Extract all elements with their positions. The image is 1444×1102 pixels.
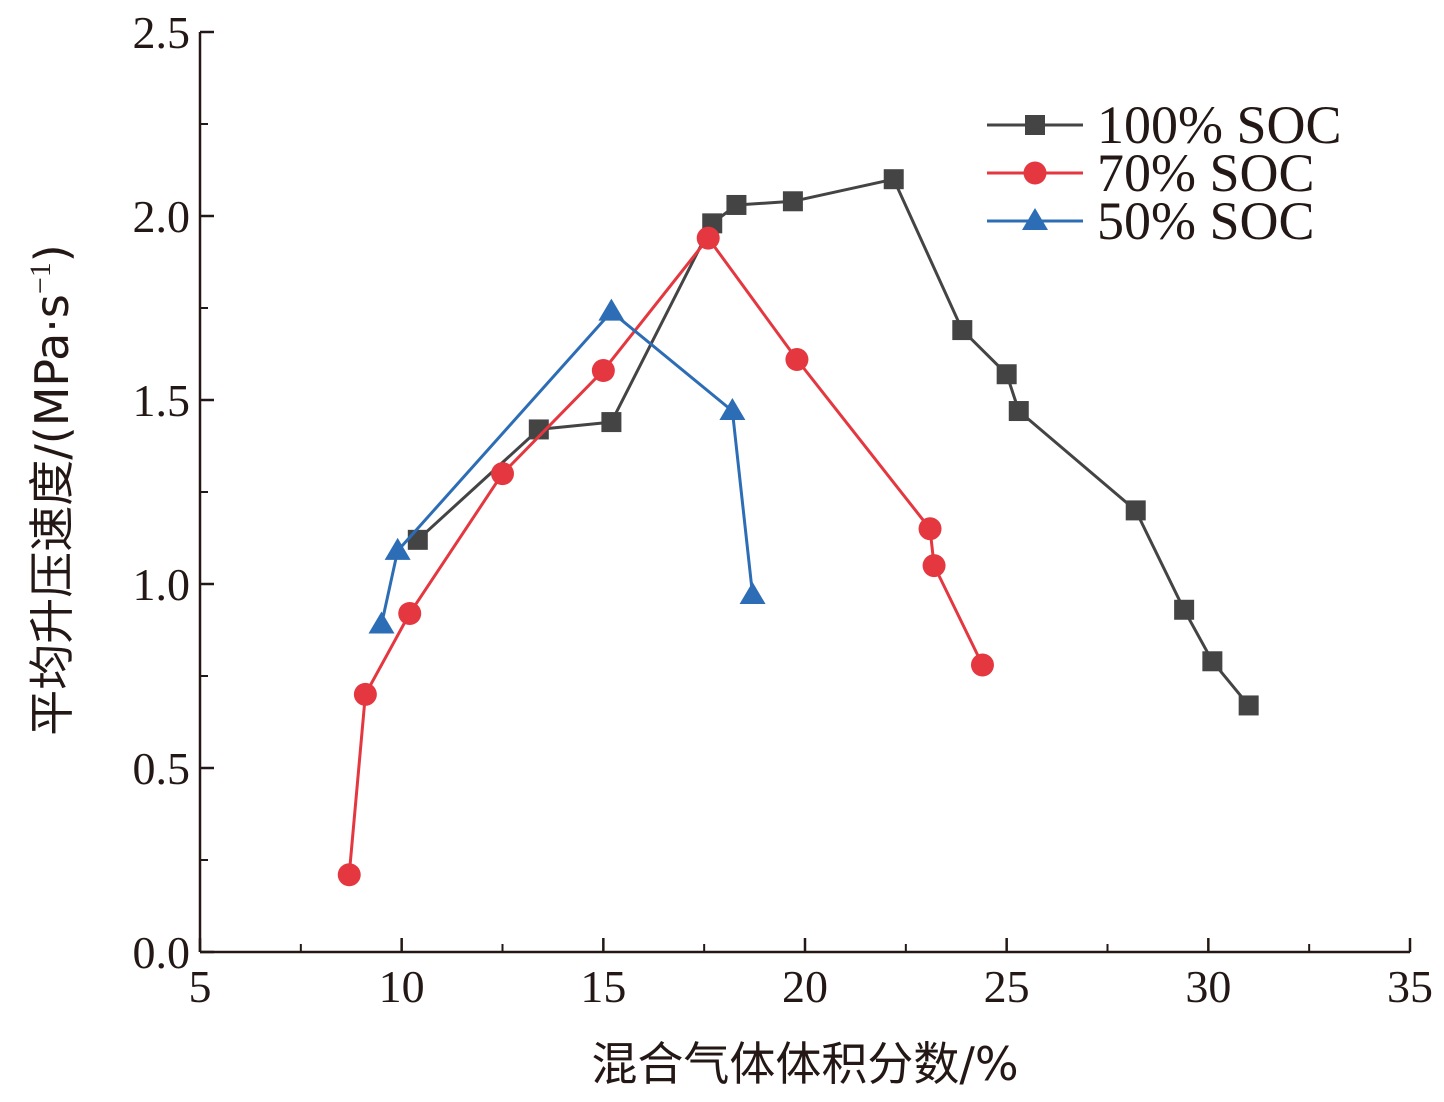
legend-marker: [1022, 208, 1048, 230]
data-point: [696, 226, 720, 250]
y-tick-label: 2.5: [133, 7, 191, 58]
data-point: [785, 348, 809, 372]
data-point: [922, 554, 946, 578]
data-point: [883, 169, 904, 190]
x-tick-label: 30: [1185, 961, 1231, 1012]
y-tick-label: 2.0: [133, 191, 191, 242]
data-point: [970, 653, 994, 677]
legend-marker: [1023, 161, 1047, 185]
legend-marker: [1025, 115, 1045, 135]
x-tick-label: 10: [379, 961, 425, 1012]
legend-item-2: 70% SOC: [987, 143, 1315, 203]
data-point: [719, 398, 746, 421]
data-point: [952, 320, 973, 341]
data-point: [407, 529, 428, 550]
legend-item-3: 50% SOC: [987, 191, 1315, 251]
series-layer: [337, 169, 1259, 887]
data-point: [726, 194, 747, 215]
data-point: [368, 611, 395, 634]
data-point: [739, 582, 766, 605]
x-tick-label: 20: [782, 961, 828, 1012]
x-tick-label: 25: [984, 961, 1030, 1012]
x-tick-label: 15: [580, 961, 626, 1012]
data-point: [528, 419, 549, 440]
series-3: [368, 298, 766, 634]
legend-label: 100% SOC: [1097, 95, 1342, 155]
y-tick-label: 1.0: [133, 559, 191, 610]
data-point: [1125, 500, 1146, 521]
x-tick-label: 35: [1387, 961, 1433, 1012]
data-point: [1174, 599, 1195, 620]
data-point: [782, 191, 803, 212]
data-point: [1202, 651, 1223, 672]
x-tick-label: 5: [189, 961, 212, 1012]
series-line: [416, 177, 1250, 707]
data-point: [1238, 695, 1259, 716]
data-point: [337, 863, 361, 887]
data-point: [384, 537, 411, 560]
data-point: [398, 601, 422, 625]
axes: 5 10 15 20 25 30 35 0.0 0.5 1.0 1.5 2.0 2.5: [133, 7, 1434, 1012]
y-axis-title: 平均升压速度/(MPa·s−1): [24, 244, 79, 735]
data-point: [491, 462, 514, 486]
data-point: [918, 517, 942, 541]
data-point: [591, 359, 615, 383]
legend-label: 70% SOC: [1097, 143, 1315, 203]
series-1: [407, 169, 1259, 716]
data-point: [996, 364, 1017, 385]
y-axis-title-main: 平均升压速度/(MPa·s: [25, 294, 79, 736]
y-tick-label: 1.5: [133, 375, 191, 426]
legend-item-1: 100% SOC: [987, 95, 1342, 155]
series-line: [347, 236, 984, 875]
data-point: [353, 682, 377, 706]
legend-label: 50% SOC: [1097, 191, 1315, 251]
y-axis-title-sup: −1: [24, 262, 57, 294]
data-point: [1008, 401, 1029, 422]
series-2: [337, 226, 994, 887]
y-tick-label: 0.5: [133, 743, 191, 794]
data-point: [601, 412, 622, 433]
y-tick-label: 0.0: [133, 927, 191, 978]
x-axis-title: 混合气体体积分数/%: [591, 1037, 1018, 1091]
series-line: [380, 310, 755, 625]
y-axis-title-close: ): [25, 244, 79, 262]
data-point: [598, 298, 625, 321]
